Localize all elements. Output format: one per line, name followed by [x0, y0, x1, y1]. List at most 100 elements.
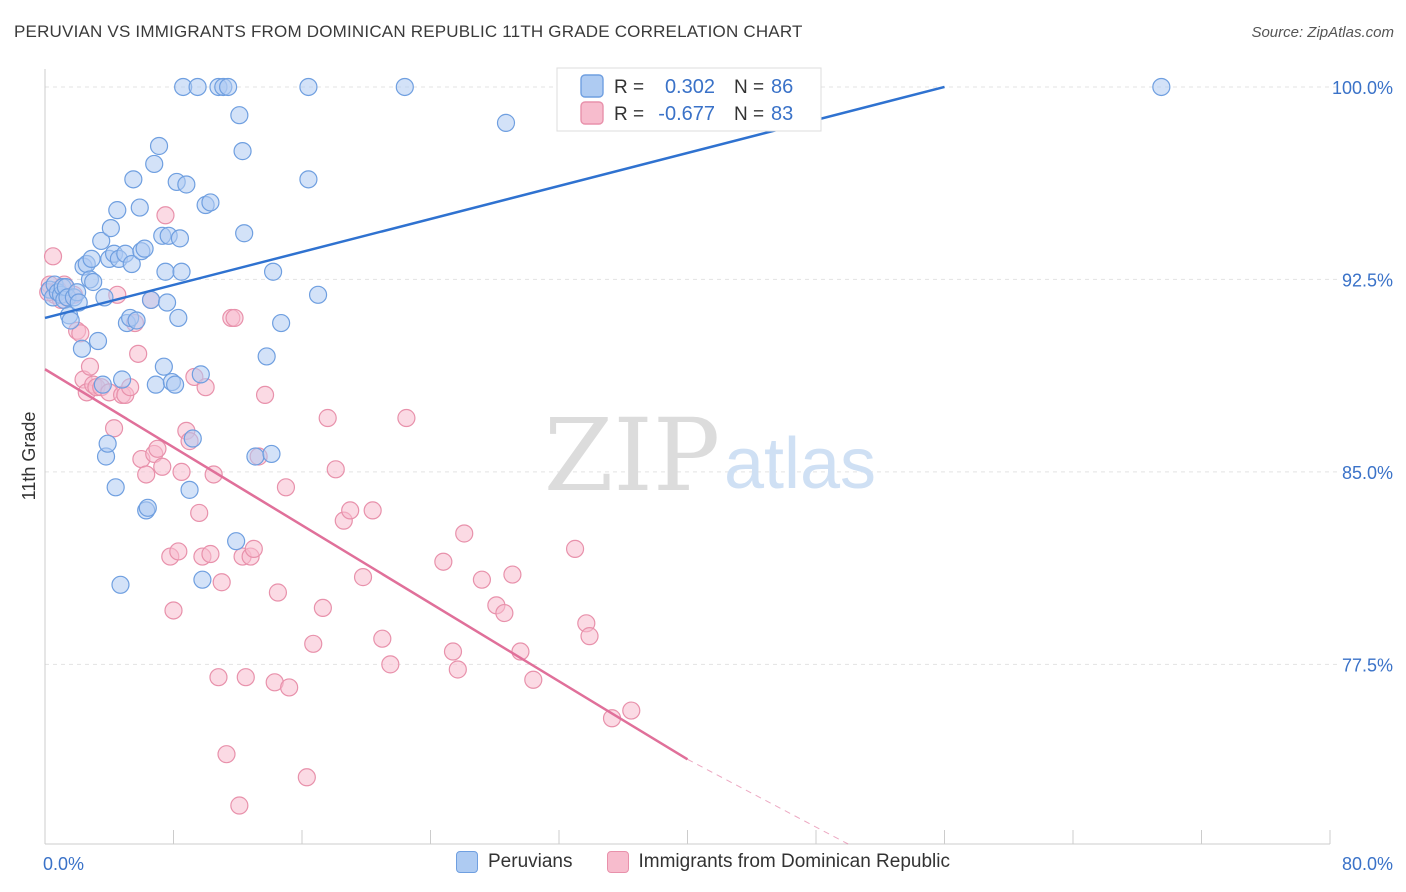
legend-item-peruvians[interactable]: Peruvians	[456, 851, 573, 873]
peruvian-point	[230, 106, 249, 125]
peruvian-point	[166, 375, 185, 394]
dominican-point	[313, 598, 332, 618]
dominican-point	[524, 670, 543, 689]
peruvian-point	[235, 224, 254, 243]
peruvian-point	[93, 375, 112, 394]
dominican-point	[353, 568, 373, 587]
watermark-zip: ZIP	[544, 397, 720, 514]
peruvian-point	[135, 239, 154, 258]
dominican-point	[236, 668, 255, 687]
legend-label-dominican: Immigrants from Dominican Republic	[638, 851, 951, 872]
dominican-point	[280, 678, 299, 697]
dominican-point	[225, 308, 244, 328]
dominican-point	[472, 570, 491, 589]
dominican-point	[43, 247, 63, 266]
peruvian-point	[111, 575, 130, 594]
dominican-point	[230, 796, 249, 815]
peruvian-point	[496, 113, 516, 132]
dominican-point	[318, 408, 337, 428]
x-tick-label: 0.0%	[43, 854, 84, 874]
dominican-point	[172, 462, 191, 481]
chart-title: PERUVIAN VS IMMIGRANTS FROM DOMINICAN RE…	[14, 22, 803, 41]
dominican-swatch	[606, 851, 629, 873]
peruvian-point	[227, 532, 246, 551]
dominican-point	[209, 668, 228, 687]
peruvian-point	[108, 201, 127, 220]
peruvian-point	[172, 262, 191, 281]
watermark: ZIP atlas	[544, 397, 876, 514]
peruvian-point	[191, 365, 210, 384]
peruvian-point	[145, 154, 164, 174]
peruvians-n-value: 86	[771, 76, 793, 98]
dominican-point	[148, 439, 167, 458]
peruvians-r-label: R =	[614, 77, 644, 98]
dominican-point	[455, 524, 474, 543]
peruvian-point	[101, 219, 120, 238]
peruvian-point	[82, 249, 101, 269]
peruvian-points	[40, 77, 1171, 594]
dominican-point	[129, 344, 148, 363]
peruvian-point	[138, 498, 157, 517]
peruvian-point	[180, 480, 199, 499]
x-tick-label: 80.0%	[1342, 854, 1393, 874]
dominican-point	[217, 745, 236, 764]
peruvian-point	[122, 254, 141, 274]
peruvians-r-value: 0.302	[665, 76, 715, 98]
peruvian-point	[299, 170, 318, 189]
dominican-point	[255, 385, 275, 405]
peruvian-point	[263, 262, 283, 281]
y-tick-label: 77.5%	[1342, 655, 1393, 675]
dominican-point	[397, 408, 416, 428]
y-tick-label: 92.5%	[1342, 270, 1393, 290]
peruvian-point	[130, 198, 149, 217]
dominican-point	[201, 544, 220, 564]
dominican-point	[276, 478, 296, 497]
y-axis-label: 11th Grade	[19, 412, 39, 501]
peruvian-point	[201, 193, 220, 212]
dominican-point	[244, 539, 263, 558]
peruvians-swatch	[456, 851, 478, 873]
dominican-point	[341, 501, 360, 520]
peruvian-point	[1152, 77, 1171, 97]
dominican-point	[503, 565, 522, 584]
dominican-point	[164, 601, 183, 620]
peruvian-point	[69, 293, 88, 312]
dominican-point	[153, 457, 172, 476]
peruvian-point	[299, 77, 318, 97]
peruvian-point	[146, 375, 165, 394]
peruvian-point	[395, 77, 414, 97]
peruvian-point	[106, 478, 125, 497]
dominican-r-value: -0.677	[658, 103, 715, 125]
legend-label-peruvians: Peruvians	[488, 851, 573, 872]
y-tick-label: 85.0%	[1342, 463, 1393, 483]
dominican-point	[212, 573, 231, 592]
dominican-point	[622, 701, 641, 720]
dominican-point	[565, 539, 585, 558]
peruvian-point	[149, 136, 169, 156]
peruvian-point	[169, 308, 188, 328]
peruvian-point	[262, 444, 281, 464]
dominican-n-label: N =	[734, 104, 764, 125]
dominican-point	[373, 629, 392, 648]
peruvian-point	[72, 339, 92, 358]
dominican-trend-extension	[687, 758, 849, 845]
peruvians-n-label: N =	[734, 77, 764, 98]
dominican-point	[495, 603, 514, 623]
peruvian-point	[141, 290, 161, 310]
dominican-point	[448, 660, 467, 679]
dominican-point	[190, 503, 209, 523]
stats-legend: R = 0.302 N = 86 R = -0.677 N = 83	[556, 67, 822, 132]
peruvian-point	[219, 77, 238, 97]
peruvian-point	[177, 175, 196, 194]
peruvian-point	[257, 347, 276, 366]
dominican-point	[580, 627, 599, 646]
dominican-n-value: 83	[771, 103, 793, 125]
peruvian-point	[308, 285, 328, 304]
peruvian-point	[61, 311, 80, 330]
legend-item-dominican[interactable]: Immigrants from Dominican Republic	[606, 851, 951, 873]
grid-lines	[45, 86, 1340, 665]
peruvian-point	[127, 311, 146, 330]
dominican-point	[434, 552, 453, 571]
axes: 100.0% 92.5% 85.0% 77.5% 0.0% 80.0% 11th Grade	[19, 69, 1393, 874]
